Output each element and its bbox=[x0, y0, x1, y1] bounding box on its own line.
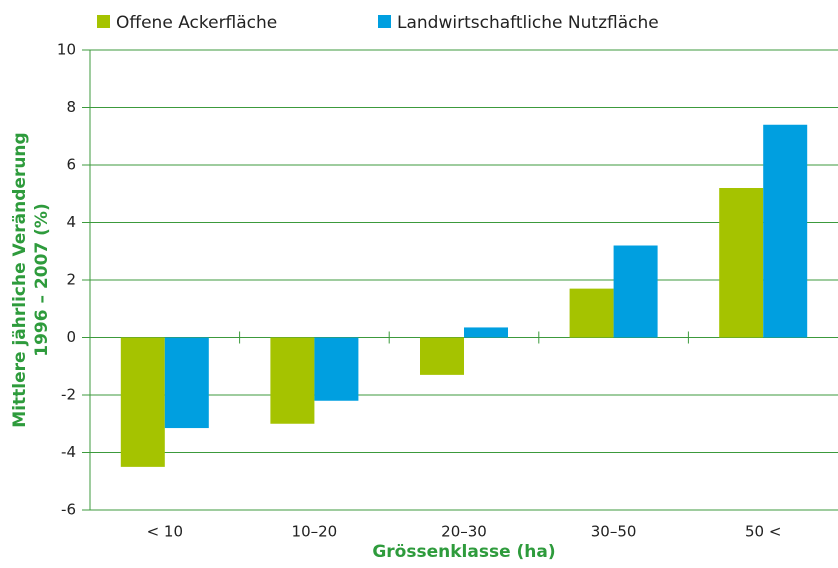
legend-swatch bbox=[97, 15, 110, 28]
x-axis-title: Grössenklasse (ha) bbox=[372, 542, 555, 562]
y-tick-label: -4 bbox=[61, 443, 76, 461]
bar bbox=[569, 288, 614, 338]
y-tick-label: -6 bbox=[61, 501, 76, 519]
legend-label: Landwirtschaftliche Nutzfläche bbox=[397, 13, 659, 33]
y-tick-label: 10 bbox=[57, 41, 76, 59]
bar bbox=[763, 124, 808, 338]
x-tick-label: 20–30 bbox=[441, 523, 487, 541]
y-axis-title-line: 1996 – 2007 (%) bbox=[32, 203, 52, 356]
bar bbox=[420, 337, 464, 375]
bar bbox=[120, 337, 165, 467]
y-axis-title-line: Mittlere jährliche Veränderung bbox=[10, 132, 30, 427]
y-axis-title: Mittlere jährliche Veränderung 1996 – 20… bbox=[10, 132, 52, 427]
y-tick-label: 0 bbox=[66, 328, 76, 346]
y-tick-label: 2 bbox=[66, 271, 76, 289]
y-tick-label: 8 bbox=[66, 98, 76, 116]
y-tick-label: -2 bbox=[61, 386, 76, 404]
bar bbox=[164, 337, 209, 429]
x-tick-label: < 10 bbox=[147, 523, 183, 541]
y-tick-label: 4 bbox=[66, 213, 76, 231]
legend-swatch bbox=[378, 15, 391, 28]
legend-label: Offene Ackerfläche bbox=[116, 13, 277, 33]
bar bbox=[270, 337, 315, 424]
bar bbox=[464, 327, 508, 338]
x-tick-label: 50 < bbox=[745, 523, 781, 541]
bar bbox=[719, 188, 764, 338]
x-tick-label: 30–50 bbox=[591, 523, 637, 541]
bar bbox=[613, 245, 658, 338]
bar bbox=[314, 337, 359, 401]
x-tick-label: 10–20 bbox=[292, 523, 338, 541]
y-tick-label: 6 bbox=[66, 156, 76, 174]
